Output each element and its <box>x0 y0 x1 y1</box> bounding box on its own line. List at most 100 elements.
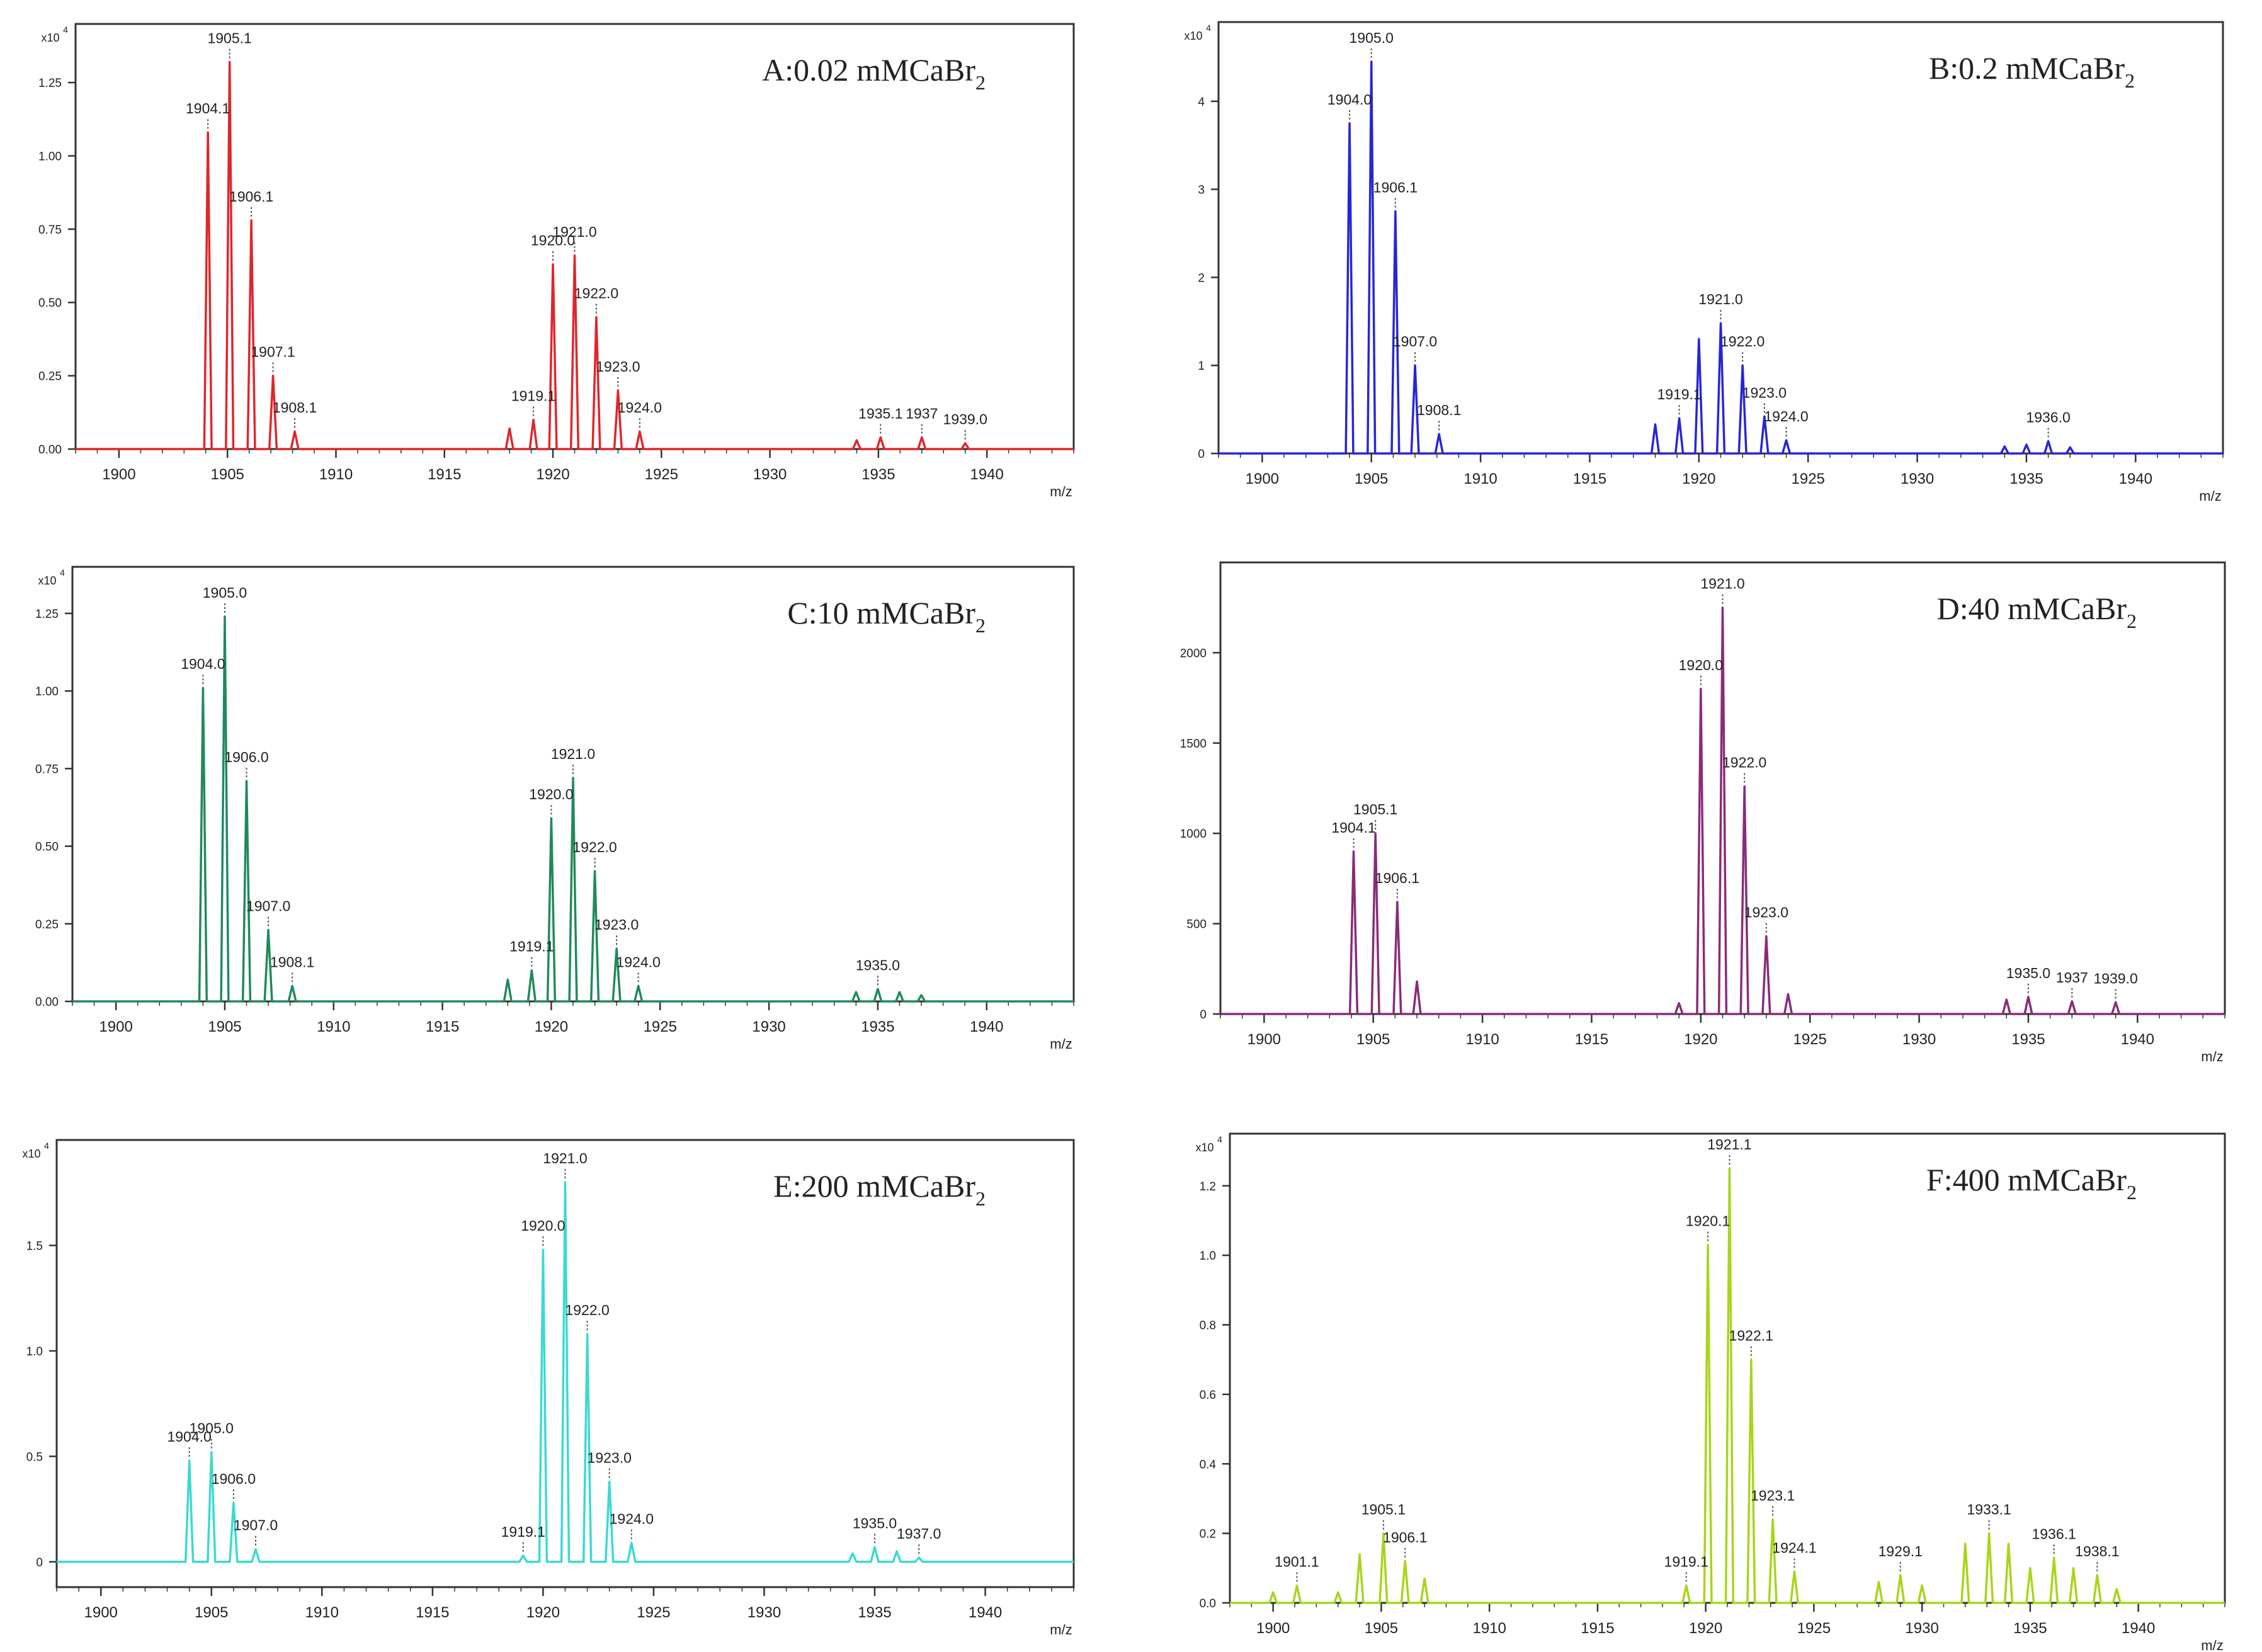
x-tick-label: 1920 <box>536 466 569 483</box>
panel-E: 1900 1905 1910 1915 1920 1925 1930 1935 1940 m/z 0… <box>22 1139 1075 1638</box>
peak-point <box>564 1181 566 1183</box>
peak-point <box>873 1546 876 1548</box>
peak-point <box>608 1481 610 1483</box>
y-exponent-label: x10 <box>1184 30 1202 42</box>
peak-label: 1905.0 <box>1350 30 1394 46</box>
peak-point <box>1763 416 1766 418</box>
chart-title: C:10 mMCaBr2 <box>787 595 986 637</box>
x-tick-label: 1930 <box>1905 1620 1938 1637</box>
peak-point <box>1722 607 1724 608</box>
y-tick-label: 0.5 <box>26 1450 43 1464</box>
chart-title-main: C:10 mMCaBr <box>787 595 975 630</box>
peak-point <box>574 254 576 256</box>
spectrum-line <box>1219 60 2223 455</box>
x-tick-label: 1915 <box>1575 1031 1608 1048</box>
x-tick-label: 1900 <box>1246 470 1279 487</box>
x-axis-label: m/z <box>1050 1622 1072 1638</box>
x-tick-label: 1900 <box>1256 1620 1290 1637</box>
y-tick-label: 1.0 <box>26 1345 43 1359</box>
x-tick-label: 1925 <box>645 466 678 483</box>
peak-label: 1922.0 <box>1722 755 1766 771</box>
chart-title: A:0.02 mMCaBr2 <box>762 52 986 94</box>
peak-point <box>1787 993 1789 995</box>
peak-label: 1921.0 <box>1700 576 1744 592</box>
y-exponent-power: 4 <box>60 567 65 578</box>
peak-point <box>964 442 966 444</box>
peak-point <box>2004 445 2006 448</box>
y-tick-label: 1500 <box>1180 738 1207 751</box>
peak-label: 1905.1 <box>1353 801 1397 817</box>
peak-label: 1919.1 <box>509 938 554 955</box>
peak-point <box>630 1542 633 1544</box>
peak-point <box>586 1333 588 1335</box>
peak-point <box>1438 433 1440 435</box>
y-tick-label: 0 <box>1200 1008 1207 1022</box>
peak-label: 1919.1 <box>511 387 555 404</box>
peak-label: 1908.1 <box>270 954 314 970</box>
peak-point <box>1423 1578 1426 1580</box>
x-tick-label: 1905 <box>1365 1620 1398 1637</box>
peak-point <box>1404 1560 1406 1562</box>
peak-label: 1908.1 <box>1417 402 1461 418</box>
peak-point <box>895 1550 898 1552</box>
y-tick-label: 0.25 <box>35 918 59 931</box>
peak-point <box>1729 1167 1731 1170</box>
peak-label: 1905.0 <box>190 1420 234 1437</box>
peak-point <box>2029 1567 2032 1569</box>
x-tick-label: 1925 <box>1792 470 1825 487</box>
chart-title-subscript: 2 <box>2125 69 2135 92</box>
peak-label: 1905.1 <box>207 30 251 47</box>
peak-label: 1920.1 <box>1686 1213 1730 1229</box>
peak-point <box>267 929 270 931</box>
x-tick-label: 1905 <box>1355 470 1388 487</box>
chart-title-subscript: 2 <box>2127 610 2137 632</box>
peak-label: 1904.1 <box>186 100 230 117</box>
x-tick-label: 1940 <box>2122 1620 2155 1637</box>
peak-point <box>210 1451 212 1453</box>
x-tick-label: 1905 <box>208 1018 241 1035</box>
y-tick-label: 0.75 <box>35 763 59 776</box>
x-tick-label: 1930 <box>752 1018 785 1035</box>
peak-label: 1937.0 <box>897 1525 941 1542</box>
x-tick-label: 1910 <box>1465 1031 1499 1048</box>
peak-point <box>2096 1574 2098 1576</box>
chart-title-subscript: 2 <box>975 614 986 637</box>
x-tick-label: 1940 <box>2119 470 2152 487</box>
chart-title: E:200 mMCaBr2 <box>773 1168 986 1210</box>
y-tick-label: 1.25 <box>38 77 62 90</box>
x-tick-label: 1910 <box>305 1604 339 1621</box>
peak-point <box>617 389 619 392</box>
x-tick-label: 1905 <box>211 466 244 483</box>
x-tick-label: 1935 <box>861 466 895 483</box>
x-tick-label: 1935 <box>858 1604 891 1621</box>
y-tick-label: 500 <box>1186 918 1207 931</box>
peak-point <box>851 1552 854 1554</box>
y-exponent-label: x10 <box>22 1148 40 1160</box>
y-tick-label: 0.75 <box>38 224 62 237</box>
y-tick-label: 0.50 <box>38 297 62 310</box>
spectrum-line <box>76 60 1074 450</box>
peak-point <box>1698 338 1700 340</box>
x-tick-label: 1925 <box>1797 1620 1831 1637</box>
peak-point <box>1964 1542 1967 1545</box>
peak-label: 1904.0 <box>167 1428 211 1445</box>
peak-label: 1920.0 <box>529 786 573 802</box>
peak-label: 1906.1 <box>1373 179 1418 196</box>
x-tick-label: 1940 <box>970 1018 1003 1035</box>
peak-label: 1938.1 <box>2075 1543 2119 1559</box>
peak-point <box>552 263 554 265</box>
x-tick-label: 1905 <box>1356 1031 1390 1048</box>
peak-point <box>254 1548 257 1550</box>
peak-point <box>1394 210 1397 212</box>
x-tick-label: 1915 <box>428 466 461 483</box>
peak-point <box>572 777 574 779</box>
peak-label: 1907.1 <box>251 344 295 360</box>
peak-point <box>2069 447 2071 448</box>
spectrum-line <box>1220 606 2225 1015</box>
y-tick-label: 0.2 <box>1200 1528 1216 1541</box>
chart-title-main: F:400 mMCaBr <box>1926 1162 2127 1197</box>
peak-point <box>542 1248 544 1251</box>
x-tick-label: 1940 <box>970 466 1003 483</box>
peak-point <box>1707 1244 1709 1246</box>
peak-label: 1922.1 <box>1729 1328 1773 1344</box>
